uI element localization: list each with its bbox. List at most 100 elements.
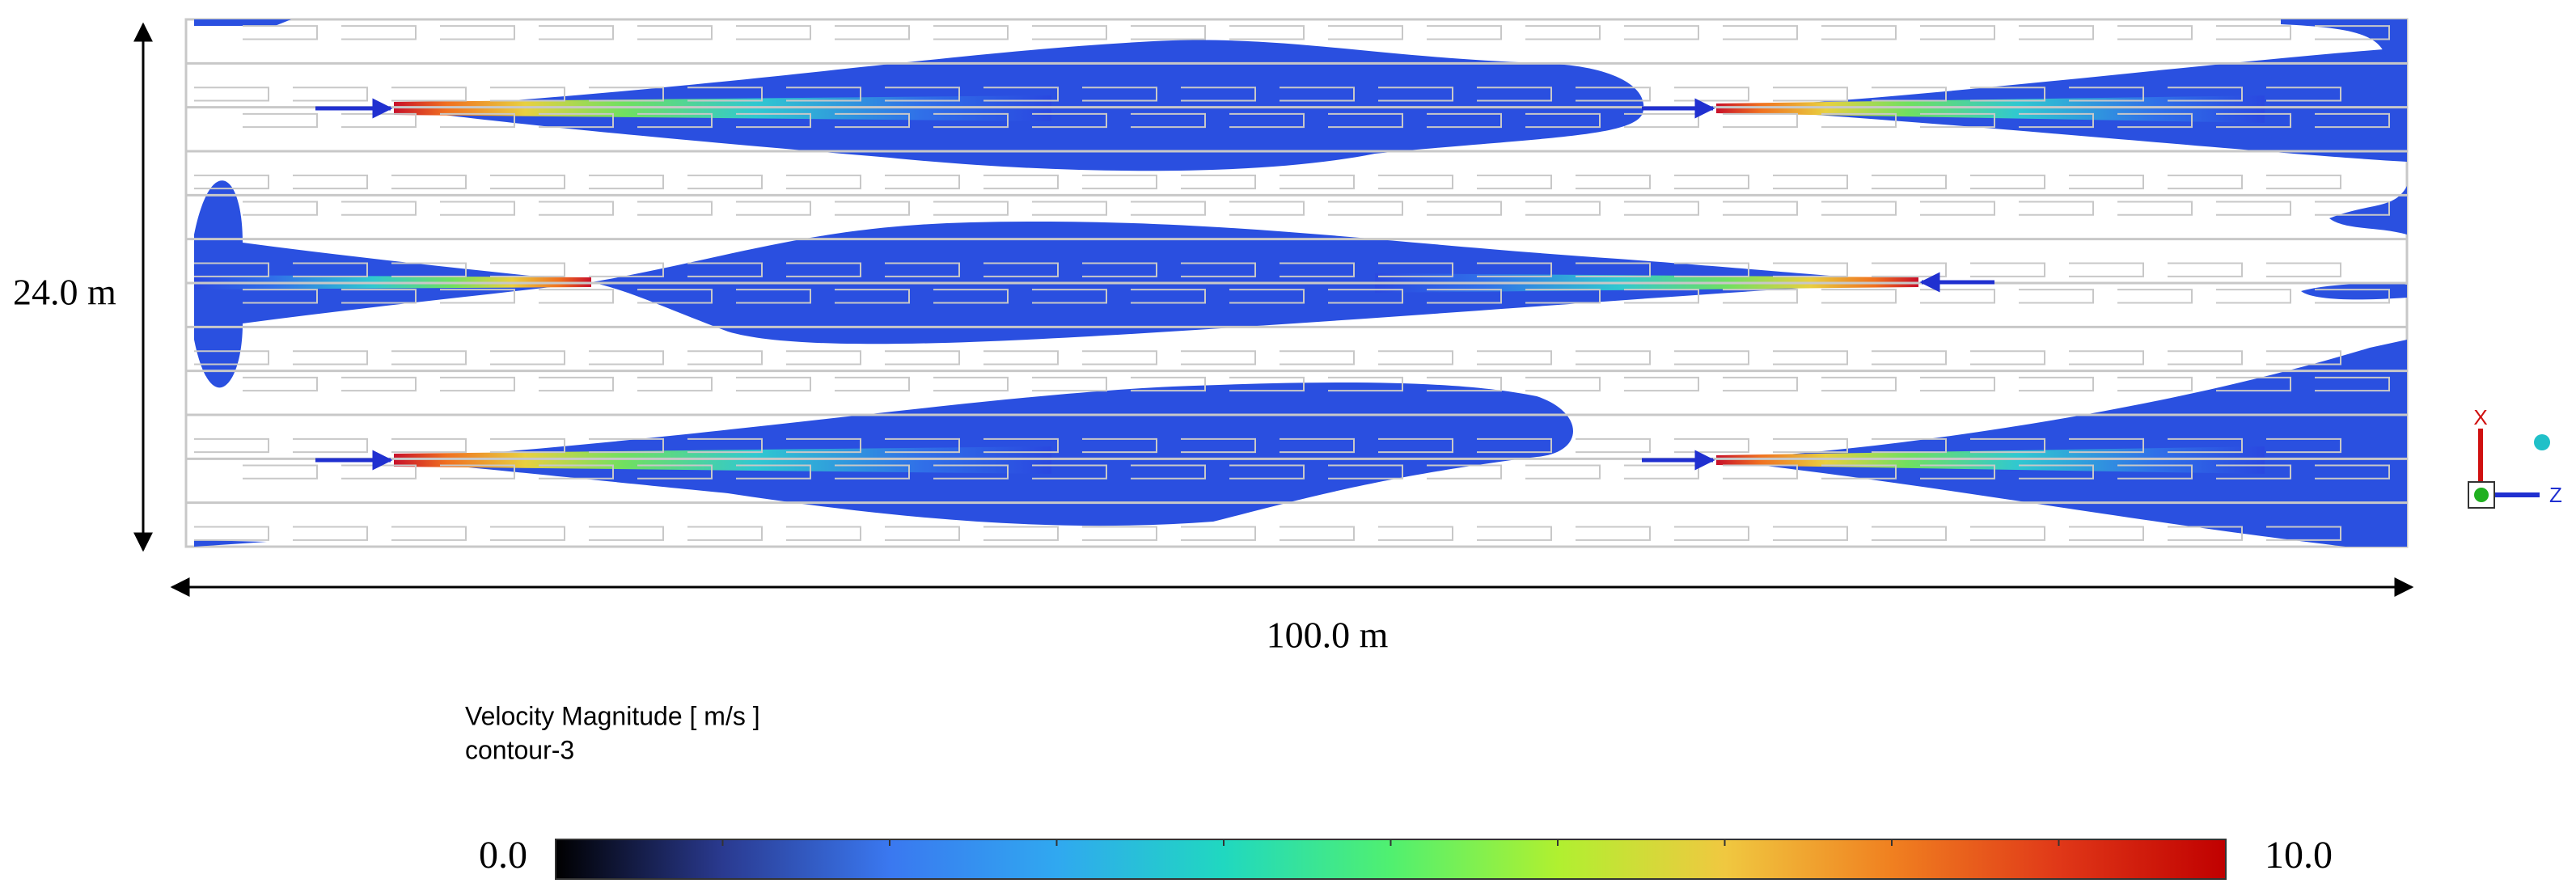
rack-outline — [391, 87, 467, 102]
rack-outline — [2266, 262, 2341, 277]
rack-outline — [933, 464, 1009, 480]
rack-outline — [1082, 262, 1157, 277]
rack-outline — [2266, 526, 2341, 541]
rack-outline — [2216, 25, 2291, 40]
rack-outline — [786, 174, 861, 190]
rack-outline — [490, 174, 565, 190]
rack-outline — [391, 437, 467, 454]
rack-outline — [885, 526, 960, 541]
rack-outline — [341, 464, 417, 480]
jet-core — [394, 446, 1051, 474]
rack-outline — [2168, 350, 2243, 366]
triad-ball — [2534, 434, 2550, 450]
rack-outline — [736, 112, 811, 129]
rack-outline — [1131, 112, 1206, 129]
rack-outline — [243, 201, 318, 216]
rack-outline — [391, 526, 467, 541]
rack-outline — [1821, 25, 1897, 40]
rack-outline — [243, 25, 318, 40]
rack-outline — [1427, 112, 1502, 129]
rack-outline — [983, 350, 1059, 366]
rack-outline — [2069, 174, 2144, 190]
rack-outline — [589, 262, 664, 277]
rack-outline — [2019, 25, 2094, 40]
rack-outline — [736, 25, 811, 40]
rack-outline — [243, 289, 318, 304]
rack-outline — [786, 87, 861, 102]
rack-outline — [983, 174, 1059, 190]
rack-outline — [1872, 174, 1947, 190]
rack-outline — [2019, 112, 2094, 129]
rack-outline — [440, 112, 515, 129]
rack-outline — [1032, 201, 1107, 216]
rack-outline — [440, 289, 515, 304]
rack-outline — [1477, 526, 1552, 541]
rack-outline — [1280, 262, 1355, 277]
rack-outline — [687, 437, 763, 454]
rack-outline — [1624, 112, 1699, 129]
rack-outline — [243, 112, 318, 129]
rack-outline — [1229, 376, 1305, 392]
rack-outline — [2315, 376, 2390, 392]
rack-outline — [1082, 437, 1157, 454]
rack-outline — [885, 262, 960, 277]
height-label: 24.0 m — [13, 272, 116, 313]
jet-core — [1716, 95, 2265, 123]
rack-outline — [1082, 526, 1157, 541]
rack-outline — [1674, 87, 1749, 102]
rack-outline — [983, 87, 1059, 102]
rack-outline — [2315, 201, 2390, 216]
rack-outline — [341, 376, 417, 392]
rack-outline — [194, 262, 269, 277]
rack-outline — [341, 289, 417, 304]
rack-outline — [1723, 25, 1798, 40]
rack-outline — [2216, 464, 2291, 480]
grid-overlay — [186, 25, 2407, 541]
rack-outline — [933, 112, 1009, 129]
rack-outline — [1723, 112, 1798, 129]
rack-outline — [1131, 201, 1206, 216]
rack-outline — [687, 87, 763, 102]
rack-outline — [2069, 526, 2144, 541]
rack-outline — [1328, 112, 1403, 129]
rack-outline — [2315, 25, 2390, 40]
colorbar — [555, 839, 2227, 880]
rack-outline — [1378, 526, 1453, 541]
rack-outline — [1674, 262, 1749, 277]
rack-outline — [736, 201, 811, 216]
rack-outline — [637, 112, 713, 129]
rack-outline — [2019, 201, 2094, 216]
rack-outline — [2019, 289, 2094, 304]
rack-outline — [1920, 289, 1995, 304]
rack-outline — [1821, 112, 1897, 129]
rack-outline — [1970, 526, 2045, 541]
rack-outline — [440, 464, 515, 480]
rack-outline — [1723, 289, 1798, 304]
rack-outline — [1032, 112, 1107, 129]
rack-outline — [1624, 289, 1699, 304]
rack-outline — [1576, 437, 1651, 454]
rack-outline — [1920, 464, 1995, 480]
rack-outline — [1970, 262, 2045, 277]
rack-outline — [2069, 350, 2144, 366]
rack-outline — [1328, 464, 1403, 480]
rack-outline — [243, 464, 318, 480]
rack-outline — [1280, 437, 1355, 454]
rack-outline — [1378, 87, 1453, 102]
rack-outline — [885, 437, 960, 454]
rack-outline — [1229, 25, 1305, 40]
rack-outline — [391, 350, 467, 366]
rack-outline — [1328, 25, 1403, 40]
rack-outline — [1181, 350, 1256, 366]
rack-outline — [2069, 87, 2144, 102]
rack-outline — [1328, 201, 1403, 216]
rack-outline — [1525, 25, 1601, 40]
rack-outline — [1920, 201, 1995, 216]
rack-outline — [1674, 526, 1749, 541]
rack-outline — [1773, 526, 1848, 541]
rack-outline — [1723, 201, 1798, 216]
rack-outline — [1872, 87, 1947, 102]
rack-outline — [835, 289, 910, 304]
rack-outline — [1328, 289, 1403, 304]
